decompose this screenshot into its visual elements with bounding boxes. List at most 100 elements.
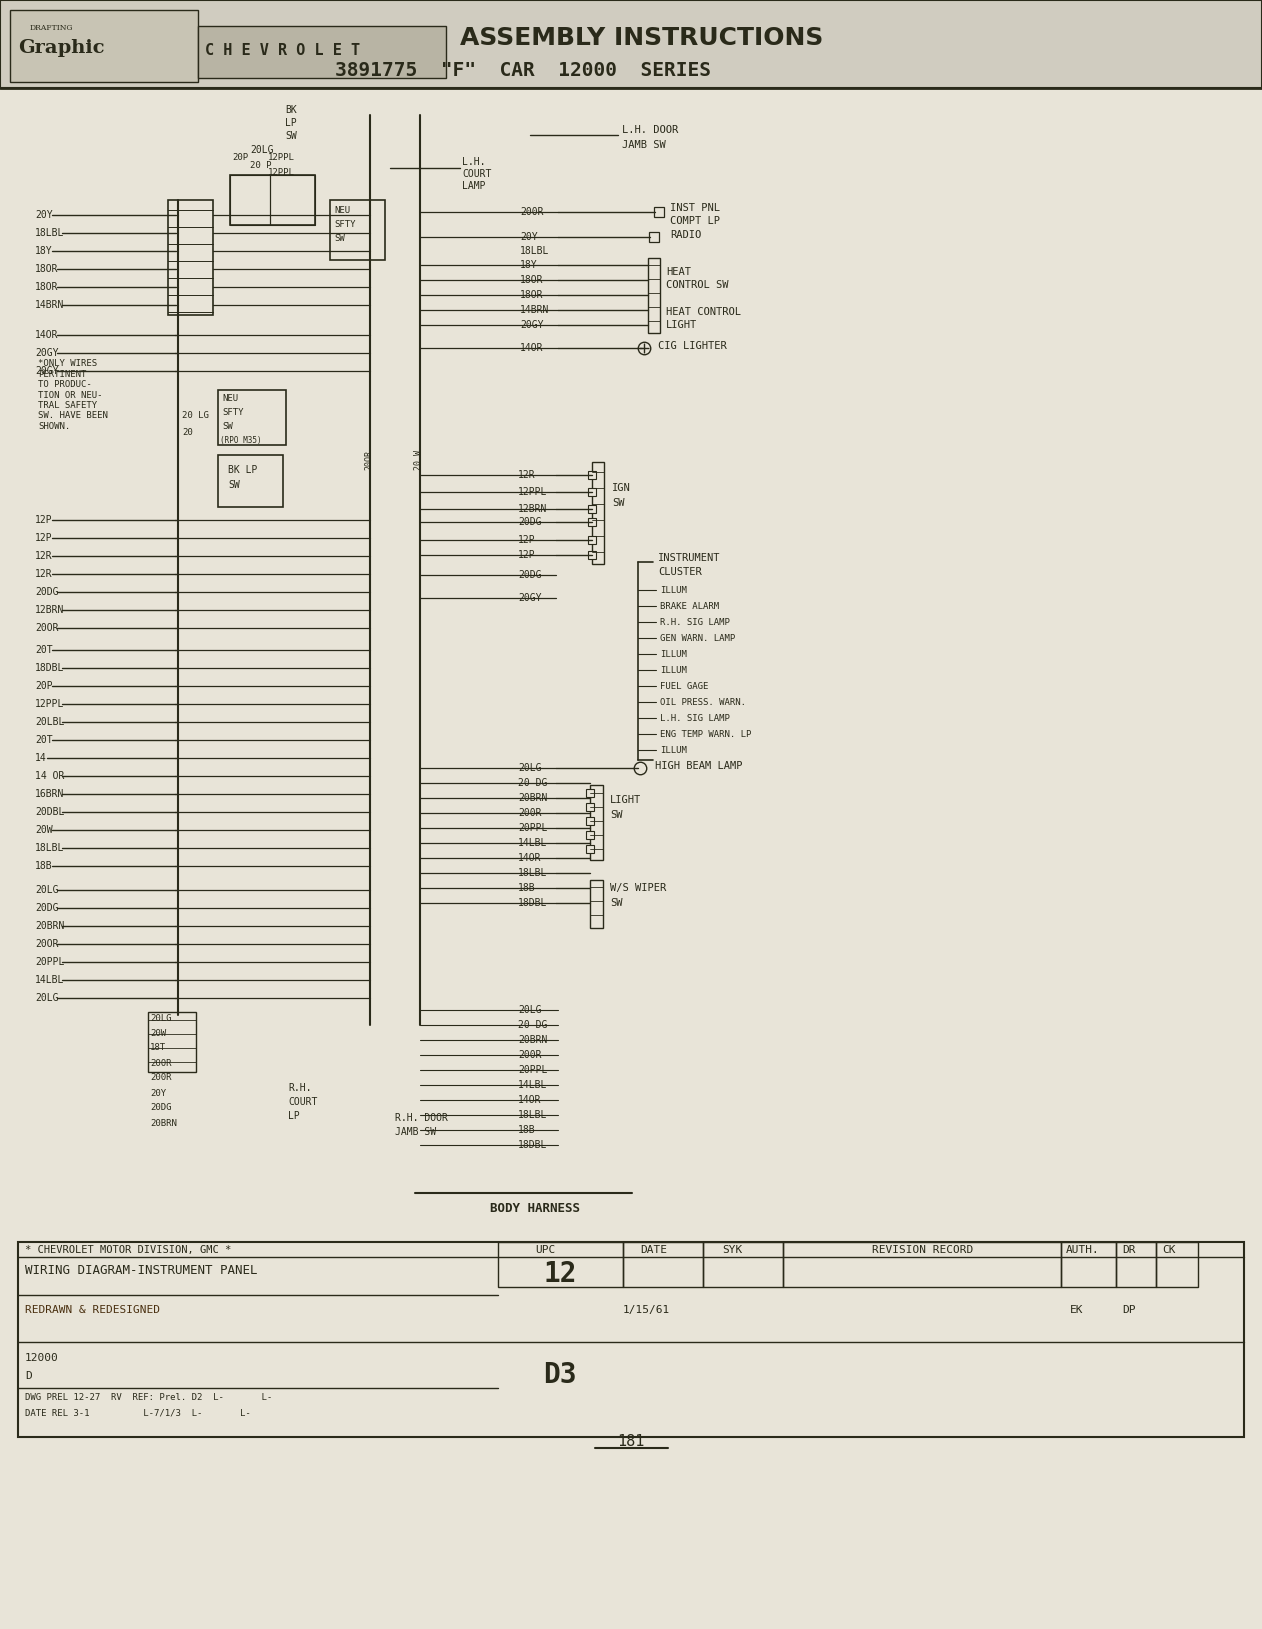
Text: 1/15/61: 1/15/61 xyxy=(623,1305,670,1315)
Text: 20DG: 20DG xyxy=(517,516,541,528)
Bar xyxy=(703,1241,782,1287)
Text: R.H. DOOR: R.H. DOOR xyxy=(395,1113,448,1122)
Text: 20LBL: 20LBL xyxy=(35,717,64,727)
Bar xyxy=(148,1012,196,1072)
Text: 14BRN: 14BRN xyxy=(35,300,64,310)
Bar xyxy=(230,174,270,225)
Text: 20 LG: 20 LG xyxy=(182,411,209,420)
Text: CIG LIGHTER: CIG LIGHTER xyxy=(658,340,727,350)
Text: EK: EK xyxy=(1070,1305,1084,1315)
Text: 20BRN: 20BRN xyxy=(517,793,548,803)
Text: DATE REL 3-1          L-7/1/3  L-       L-: DATE REL 3-1 L-7/1/3 L- L- xyxy=(25,1409,251,1417)
Text: 181: 181 xyxy=(617,1435,645,1450)
Text: * CHEVROLET MOTOR DIVISION, GMC *: * CHEVROLET MOTOR DIVISION, GMC * xyxy=(25,1245,231,1254)
Text: CLUSTER: CLUSTER xyxy=(658,567,702,577)
Bar xyxy=(623,1241,703,1287)
Text: (RPO M35): (RPO M35) xyxy=(220,435,261,445)
Text: 200R: 200R xyxy=(520,207,544,217)
Text: SFTY: SFTY xyxy=(334,220,356,228)
Text: 12R: 12R xyxy=(35,569,53,578)
Text: LP: LP xyxy=(288,1111,300,1121)
Bar xyxy=(586,818,594,824)
Text: 200R: 200R xyxy=(150,1074,172,1083)
Text: 20BRN: 20BRN xyxy=(150,1119,177,1127)
Bar xyxy=(198,26,445,78)
Text: COURT: COURT xyxy=(462,169,491,179)
Text: DWG PREL 12-27  RV  REF: Prel. D2  L-       L-: DWG PREL 12-27 RV REF: Prel. D2 L- L- xyxy=(25,1393,273,1403)
Text: 14LBL: 14LBL xyxy=(517,837,548,849)
Text: SW: SW xyxy=(228,481,240,490)
Text: 12BRN: 12BRN xyxy=(517,503,548,515)
Text: SYK: SYK xyxy=(722,1245,742,1254)
Bar xyxy=(586,788,594,797)
Text: 14: 14 xyxy=(35,753,47,762)
Text: SW: SW xyxy=(334,233,345,243)
Text: C H E V R O L E T: C H E V R O L E T xyxy=(204,42,360,57)
Text: CK: CK xyxy=(1162,1245,1175,1254)
Text: R.H. SIG LAMP: R.H. SIG LAMP xyxy=(660,617,729,627)
Text: 18LBL: 18LBL xyxy=(35,842,64,854)
Bar xyxy=(588,518,596,526)
Text: 20DG: 20DG xyxy=(517,570,541,580)
Text: HEAT: HEAT xyxy=(666,267,692,277)
Text: 18Y: 18Y xyxy=(35,246,53,256)
Text: 18OR: 18OR xyxy=(520,275,544,285)
Text: 20PPL: 20PPL xyxy=(517,1065,548,1075)
Text: REVISION RECORD: REVISION RECORD xyxy=(872,1245,973,1254)
Bar xyxy=(782,1241,1061,1287)
Text: D: D xyxy=(25,1372,32,1381)
Text: 14LBL: 14LBL xyxy=(35,976,64,986)
Bar xyxy=(18,1241,1244,1437)
Text: 3891775  "F"  CAR  12000  SERIES: 3891775 "F" CAR 12000 SERIES xyxy=(334,60,711,80)
Text: 12P: 12P xyxy=(35,515,53,525)
Bar xyxy=(270,174,316,225)
Text: 20: 20 xyxy=(182,427,193,437)
Text: 12P: 12P xyxy=(517,534,535,546)
Text: HIGH BEAM LAMP: HIGH BEAM LAMP xyxy=(655,761,742,771)
Text: LP: LP xyxy=(285,117,297,129)
Text: 20OR: 20OR xyxy=(35,938,58,950)
Text: ILLUM: ILLUM xyxy=(660,650,687,658)
Text: 20LG: 20LG xyxy=(35,994,58,1003)
Text: LIGHT: LIGHT xyxy=(610,795,641,805)
Bar xyxy=(230,174,316,225)
Text: 12P: 12P xyxy=(35,533,53,542)
Text: D3: D3 xyxy=(543,1360,577,1390)
Text: 20GY: 20GY xyxy=(520,319,544,331)
Text: ENG TEMP WARN. LP: ENG TEMP WARN. LP xyxy=(660,730,751,738)
Text: DATE: DATE xyxy=(640,1245,668,1254)
Text: 18LBL: 18LBL xyxy=(35,228,64,238)
Bar xyxy=(218,454,283,507)
Text: 20LG: 20LG xyxy=(517,762,541,774)
Text: SW: SW xyxy=(285,130,297,142)
Text: INST PNL: INST PNL xyxy=(670,204,721,213)
Text: 14 OR: 14 OR xyxy=(35,771,64,780)
Text: 20 DG: 20 DG xyxy=(517,1020,548,1030)
Bar xyxy=(591,880,603,929)
Text: 20BRN: 20BRN xyxy=(35,920,64,932)
Text: 20P: 20P xyxy=(232,153,249,161)
Text: 20P: 20P xyxy=(35,681,53,691)
Text: 14OR: 14OR xyxy=(517,1095,541,1104)
Text: L.H.: L.H. xyxy=(462,156,486,168)
Text: 18LBL: 18LBL xyxy=(517,1109,548,1121)
Text: BRAKE ALARM: BRAKE ALARM xyxy=(660,601,719,611)
Text: FUEL GAGE: FUEL GAGE xyxy=(660,681,708,691)
Bar xyxy=(498,1241,623,1287)
Text: ILLUM: ILLUM xyxy=(660,585,687,595)
Text: 18B: 18B xyxy=(517,883,535,893)
Text: 12PPL: 12PPL xyxy=(268,153,295,161)
Bar xyxy=(1061,1241,1116,1287)
Text: 14OR: 14OR xyxy=(517,854,541,863)
Text: REDRAWN & REDESIGNED: REDRAWN & REDESIGNED xyxy=(25,1305,160,1315)
Bar xyxy=(218,389,286,445)
Text: BODY HARNESS: BODY HARNESS xyxy=(490,1202,581,1215)
Text: 18DBL: 18DBL xyxy=(35,663,64,673)
Text: 20Y: 20Y xyxy=(150,1088,167,1098)
Text: 20GY: 20GY xyxy=(35,349,58,358)
Bar xyxy=(1156,1241,1198,1287)
Text: 18OR: 18OR xyxy=(35,264,58,274)
Bar xyxy=(592,463,604,564)
Text: 20W: 20W xyxy=(35,824,53,836)
Text: 18B: 18B xyxy=(517,1126,535,1135)
